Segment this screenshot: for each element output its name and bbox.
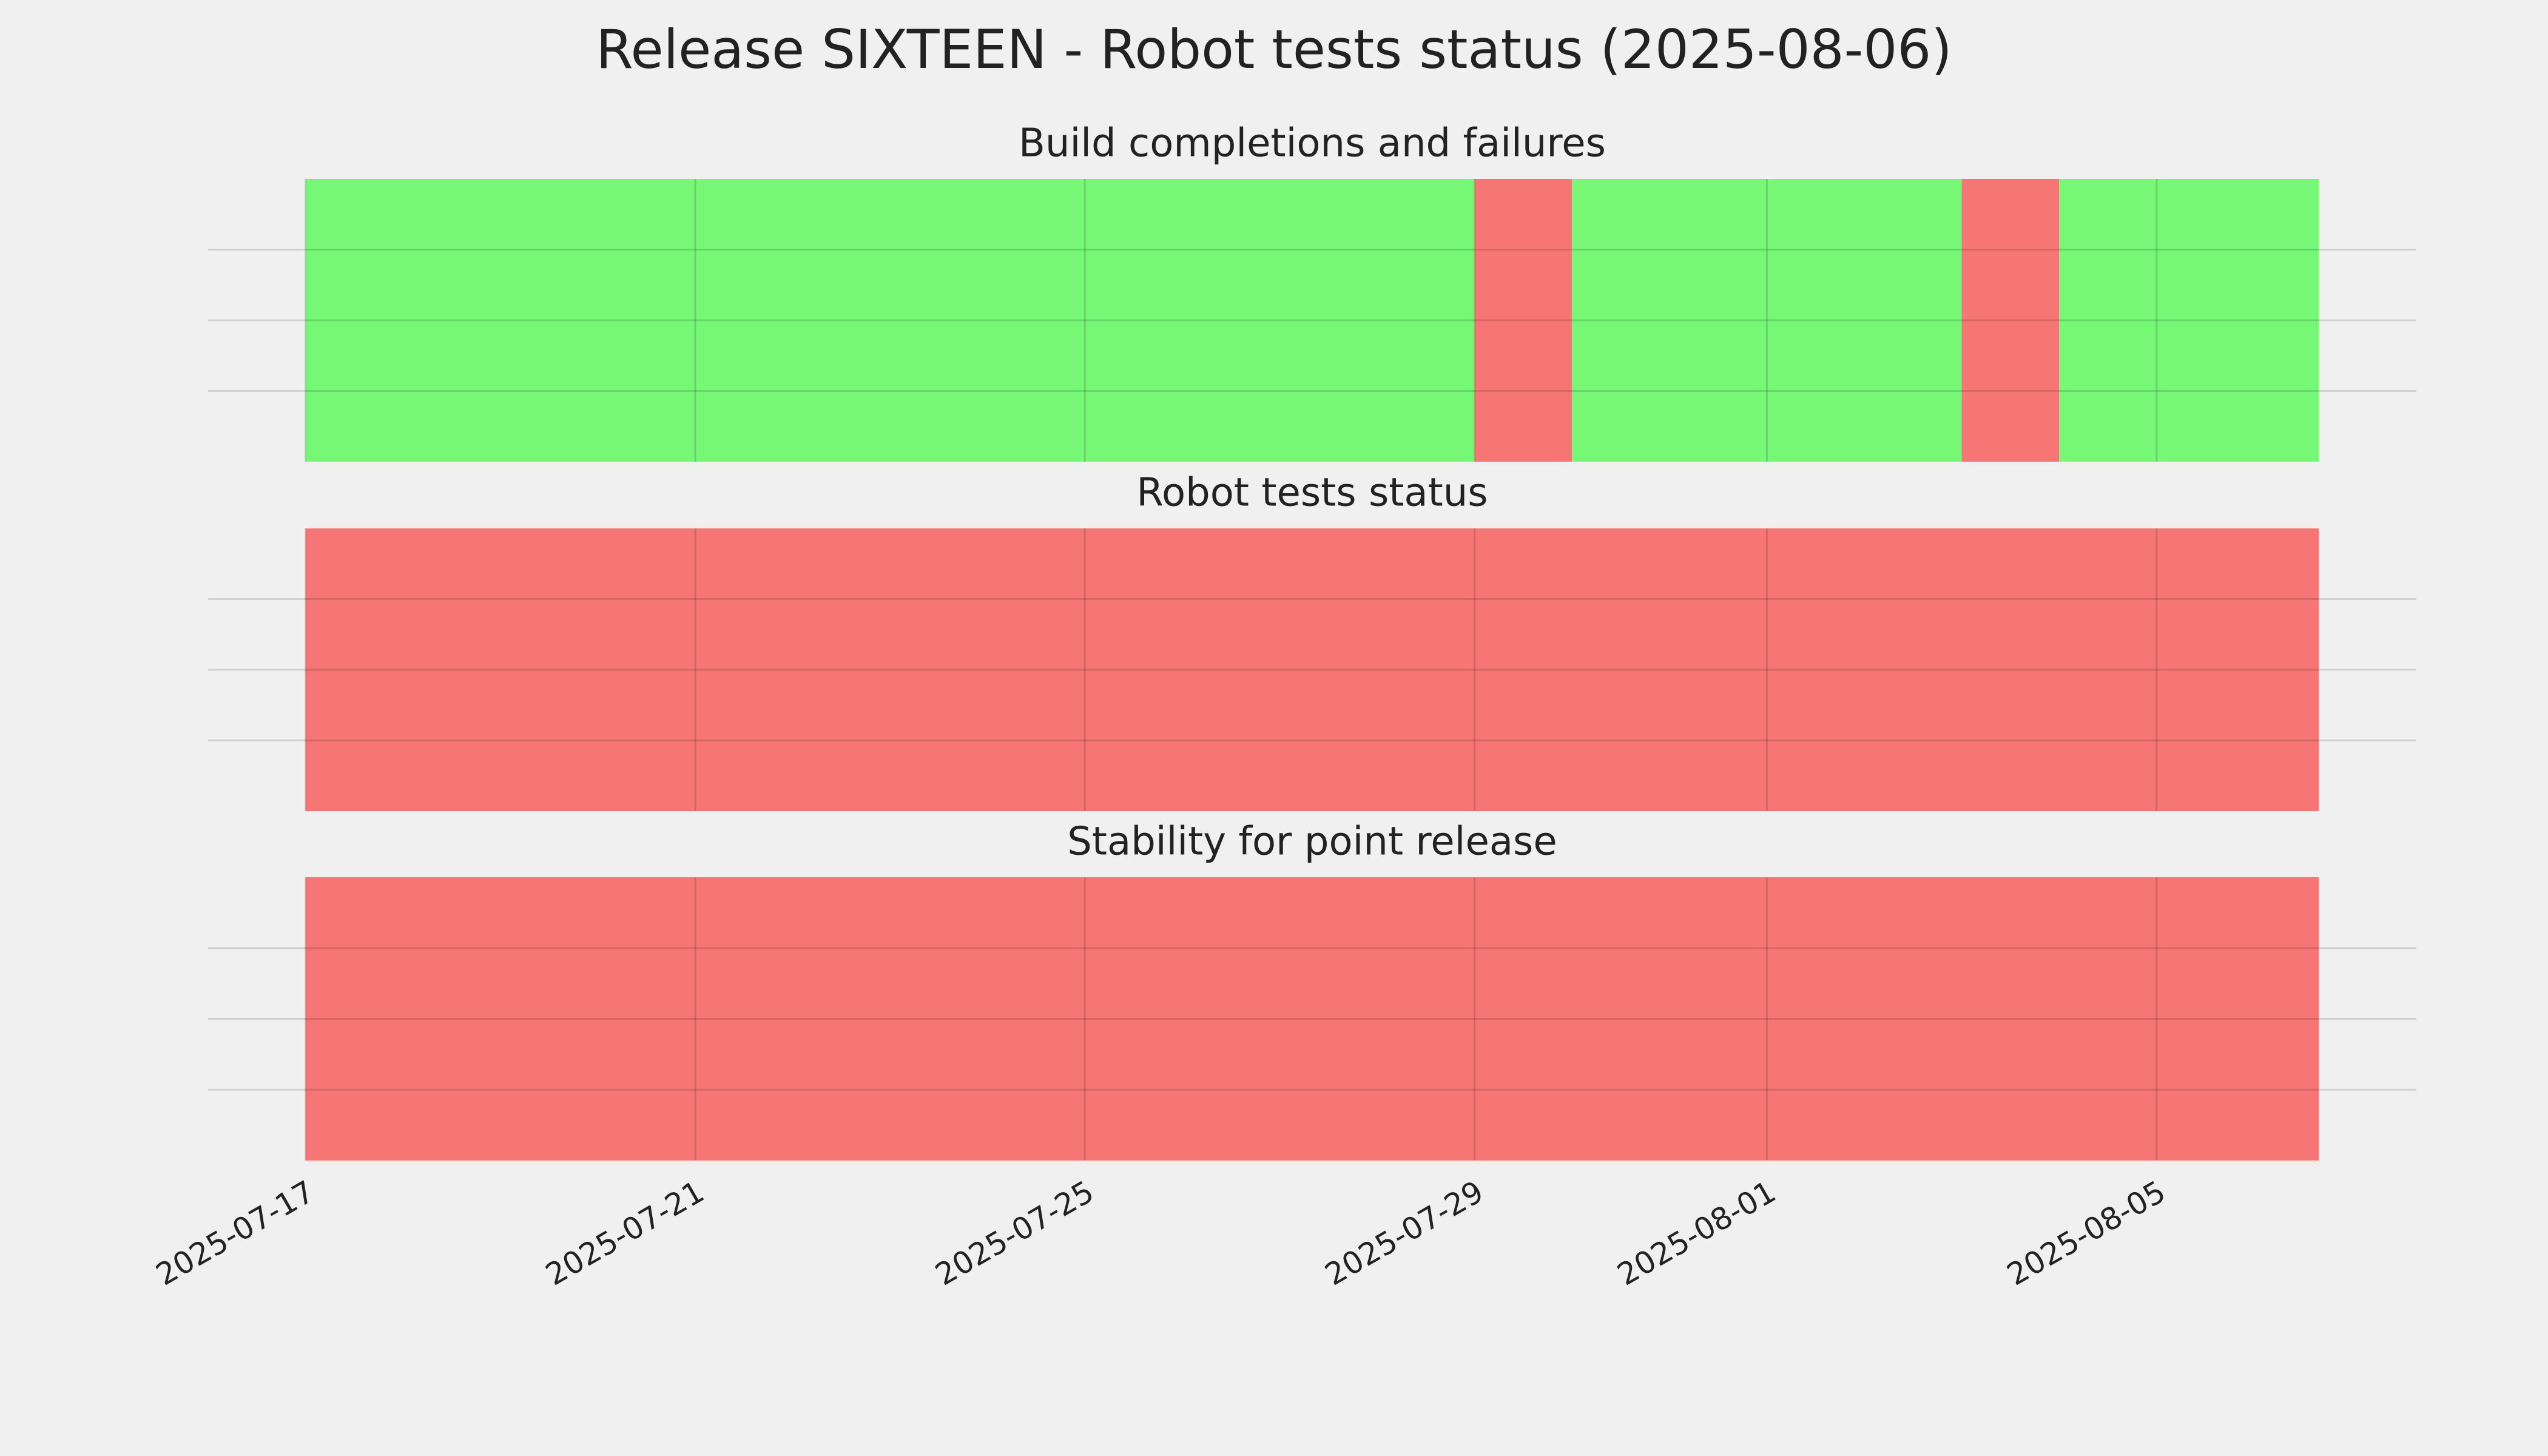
status-segment xyxy=(1961,179,2060,462)
status-segment xyxy=(305,179,1475,462)
figure-title: Release SIXTEEN - Robot tests status (20… xyxy=(596,18,1952,81)
panel-title: Build completions and failures xyxy=(1019,121,1606,166)
status-segment xyxy=(305,528,2319,811)
status-segment xyxy=(1572,179,1962,462)
status-segment xyxy=(1474,179,1572,462)
panel-title: Robot tests status xyxy=(1136,471,1488,516)
status-segment xyxy=(2059,179,2319,462)
panel-title: Stability for point release xyxy=(1067,820,1557,864)
status-segment xyxy=(305,877,2319,1161)
